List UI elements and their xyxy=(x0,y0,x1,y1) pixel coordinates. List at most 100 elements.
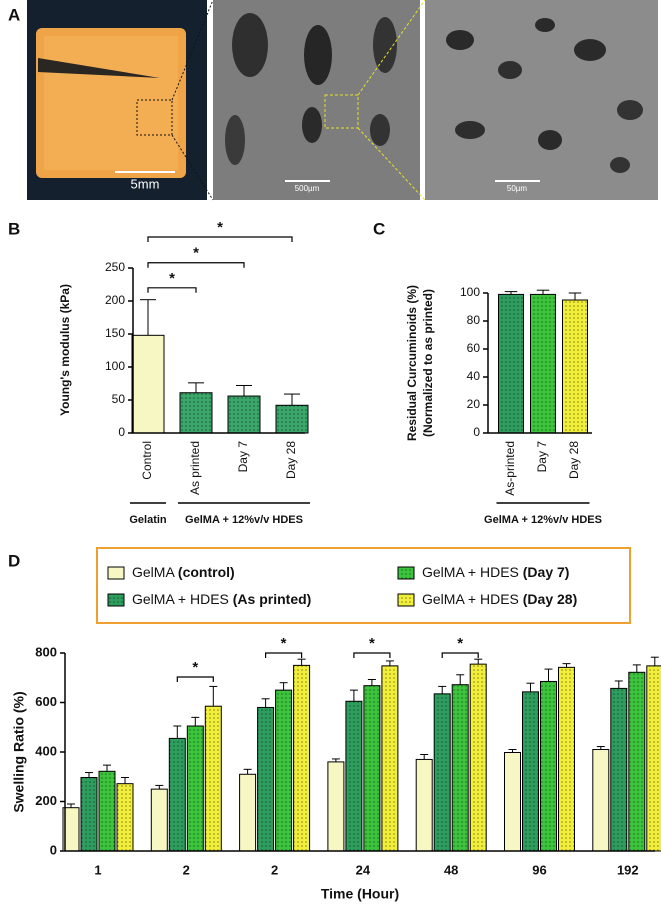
x-tick-label: As printed xyxy=(188,441,202,495)
bar xyxy=(504,751,521,852)
bar xyxy=(562,299,588,434)
x-tick-label: 96 xyxy=(532,862,546,877)
significance-bracket xyxy=(147,236,293,242)
scale-bar-label: 50µm xyxy=(507,184,528,193)
sem-image xyxy=(425,0,658,200)
sem-image xyxy=(213,0,426,201)
panel-label: C xyxy=(373,219,385,238)
y-tick-label: 150 xyxy=(105,326,125,340)
y-tick-label: 800 xyxy=(35,644,57,659)
bar xyxy=(150,788,168,852)
y-axis-label: (Normalized to as printed) xyxy=(421,289,435,437)
x-tick-label: 2 xyxy=(183,862,190,877)
bar xyxy=(363,685,381,852)
bar xyxy=(415,758,433,852)
panel-label: D xyxy=(8,551,20,570)
y-tick-label: 0 xyxy=(50,842,57,857)
legend-label: GelMA + HDES (Day 7) xyxy=(422,564,569,580)
x-tick-label: 2 xyxy=(271,862,278,877)
y-tick-label: 0 xyxy=(118,425,125,439)
bar xyxy=(327,761,345,852)
x-tick-label: 48 xyxy=(444,862,458,877)
significance-label: * xyxy=(193,245,199,262)
y-tick-label: 50 xyxy=(112,392,126,406)
bar xyxy=(540,680,557,852)
panel-label: A xyxy=(8,5,20,24)
bar xyxy=(530,293,556,434)
legend-box xyxy=(96,547,631,624)
bar xyxy=(293,664,311,852)
bar xyxy=(204,705,222,852)
y-tick-label: 20 xyxy=(467,397,481,411)
bar xyxy=(257,706,275,852)
x-tick-label: 24 xyxy=(356,862,371,877)
significance-bracket xyxy=(147,262,245,268)
significance-label: * xyxy=(369,635,375,652)
bar xyxy=(168,737,186,852)
y-axis-label: Swelling Ratio (%) xyxy=(11,691,27,812)
group-label: Gelatin xyxy=(129,514,167,526)
photo xyxy=(27,0,214,201)
x-tick-label: 1 xyxy=(94,862,101,877)
significance-bracket xyxy=(176,676,214,683)
x-tick-label: Control xyxy=(140,441,154,480)
bar xyxy=(451,684,469,852)
bar xyxy=(628,671,646,852)
legend-swatch xyxy=(107,593,125,607)
bar xyxy=(381,665,399,852)
y-tick-label: 400 xyxy=(35,743,57,758)
significance-bracket xyxy=(353,652,391,658)
bar xyxy=(610,687,628,852)
bar xyxy=(131,334,165,434)
bar xyxy=(498,293,524,434)
significance-bracket xyxy=(441,652,479,658)
bar xyxy=(116,783,134,852)
bar xyxy=(646,665,661,852)
bar xyxy=(186,725,204,852)
y-tick-label: 200 xyxy=(35,793,57,808)
y-tick-label: 40 xyxy=(467,369,481,383)
y-tick-label: 100 xyxy=(460,285,480,299)
bar xyxy=(80,776,98,852)
significance-bracket xyxy=(265,652,303,658)
bar xyxy=(239,773,257,852)
bar xyxy=(592,749,610,852)
x-tick-label: 192 xyxy=(617,862,639,877)
legend-label: GelMA + HDES (As printed) xyxy=(132,591,311,607)
scale-bar-label: 500µm xyxy=(295,184,320,193)
x-tick-label: Day 7 xyxy=(535,441,549,473)
x-tick-label: Day 28 xyxy=(284,441,298,479)
bar xyxy=(522,691,539,852)
y-tick-label: 80 xyxy=(467,313,481,327)
significance-label: * xyxy=(281,635,287,652)
x-tick-label: Day 28 xyxy=(567,441,581,479)
bar xyxy=(275,404,309,434)
legend-swatch xyxy=(397,593,415,607)
significance-label: * xyxy=(169,270,175,287)
x-tick-label: Day 7 xyxy=(236,441,250,473)
x-axis-label: Time (Hour) xyxy=(321,886,399,902)
significance-label: * xyxy=(217,219,223,236)
y-tick-label: 200 xyxy=(105,293,125,307)
bar xyxy=(179,392,213,434)
panel-label: B xyxy=(8,219,20,238)
bar xyxy=(275,689,293,852)
y-axis-label: Residual Curcuminoids (%) xyxy=(405,285,419,441)
y-axis-label: Young's modulus (kPa) xyxy=(58,284,72,416)
legend-label: GelMA + HDES (Day 28) xyxy=(422,591,577,607)
legend-label: GelMA (control) xyxy=(132,564,235,580)
y-tick-label: 250 xyxy=(105,260,125,274)
bar xyxy=(433,693,451,852)
legend-swatch xyxy=(107,566,125,580)
y-tick-label: 60 xyxy=(467,341,481,355)
bar xyxy=(558,666,575,852)
bar xyxy=(98,770,116,852)
y-tick-label: 0 xyxy=(473,425,480,439)
y-tick-label: 600 xyxy=(35,694,57,709)
group-label: GelMA + 12%v/v HDES xyxy=(484,514,602,526)
legend-swatch xyxy=(397,566,415,580)
bar xyxy=(227,395,261,434)
scale-bar-label: 5mm xyxy=(131,176,160,191)
bar xyxy=(469,663,487,852)
